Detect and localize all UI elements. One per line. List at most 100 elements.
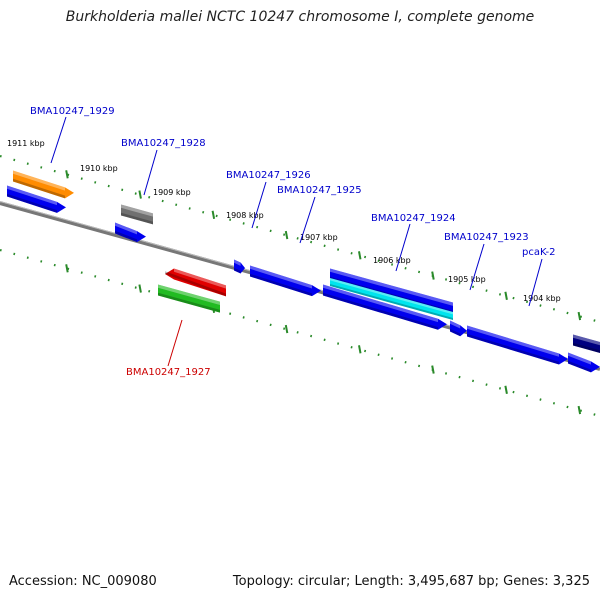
lower-dotted-line <box>0 248 600 418</box>
feature-bma10247-1923-shadow <box>467 333 559 365</box>
upper-tick-mark <box>577 311 582 321</box>
kbp-tick-label: 1904 kbp <box>523 294 561 303</box>
leader-line-bma10247-1924 <box>395 223 411 272</box>
kbp-tick-label: 1908 kbp <box>226 211 264 220</box>
feature-pcak-2[interactable] <box>573 334 600 353</box>
kbp-tick-label: 1909 kbp <box>153 188 191 197</box>
feature-cds-1928-shape <box>115 222 146 243</box>
feature-cds-pcak-highlight <box>568 352 591 365</box>
feature-cds-pcak[interactable] <box>568 352 600 373</box>
kbp-tick-label: 1906 kbp <box>373 256 411 265</box>
feature-cds-1924-shadow <box>323 292 438 330</box>
leader-line-bma10247-1929 <box>50 116 67 164</box>
gene-labels: BMA10247_1929 BMA10247_1928 BMA10247_1927 B… <box>30 106 555 378</box>
feature-cds-1923-highlight <box>450 320 461 329</box>
dotted-guide-lines <box>0 154 600 418</box>
gene-label-bma10247-1928[interactable]: BMA10247_1928 <box>121 138 206 149</box>
lower-tick-mark <box>65 264 69 273</box>
gene-label-bma10247-1925[interactable]: BMA10247_1925 <box>277 185 362 196</box>
feature-bma10247-1926[interactable] <box>234 259 245 274</box>
feature-bma10247-1923-highlight <box>467 325 559 357</box>
feature-cds-1925-shape <box>250 265 321 297</box>
feature-cds-1925-highlight <box>250 265 312 289</box>
upper-tick-mark <box>504 291 508 301</box>
lower-tick-mark <box>504 385 508 395</box>
upper-tick-mark <box>431 271 435 280</box>
gene-label-bma10247-1927[interactable]: BMA10247_1927 <box>126 367 211 378</box>
feature-bma10247-1924-shadow <box>330 284 453 321</box>
feature-bma10247-1926-shape <box>234 259 245 274</box>
kbp-tick-label: 1905 kbp <box>448 275 486 284</box>
feature-bma10247-1923[interactable] <box>467 325 568 365</box>
lower-tick-mark <box>138 284 142 293</box>
feature-cds-1928-highlight <box>115 222 137 235</box>
gene-features <box>7 170 600 373</box>
feature-cds-1929[interactable] <box>7 185 66 213</box>
feature-bma10247-1929-highlight <box>13 170 65 191</box>
feature-pcak-2-shadow <box>573 342 600 353</box>
accession-label: Accession: NC_009080 <box>9 574 157 589</box>
feature-bma10247-1924-shape <box>330 278 453 321</box>
leader-line-bma10247-1925 <box>299 196 316 244</box>
feature-bma10247-1926-shadow <box>234 267 241 274</box>
feature-pcak-2-highlight <box>573 334 600 346</box>
feature-bma10247-1928-shape <box>121 204 153 225</box>
feature-bma10247-1924-highlight <box>330 278 453 315</box>
feature-bma10247-1924[interactable] <box>330 278 453 321</box>
leader-line-bma10247-1928 <box>143 149 158 196</box>
feature-cds-1924[interactable] <box>323 284 447 330</box>
gene-label-bma10247-1923[interactable]: BMA10247_1923 <box>444 232 529 243</box>
lower-tick-mark <box>358 345 362 354</box>
gene-label-bma10247-1924[interactable]: BMA10247_1924 <box>371 213 456 224</box>
feature-bma10247-1929-shape <box>13 170 74 199</box>
feature-cds-1929-shadow <box>7 193 57 213</box>
feature-bma10247-1925-top-shape <box>330 268 453 314</box>
feature-bma10247-1928-highlight <box>121 204 153 217</box>
feature-bma10247-1928-shadow <box>121 212 153 225</box>
feature-bma10247-1927-shape <box>165 268 226 297</box>
feature-cds-1925-shadow <box>250 273 312 297</box>
feature-bma10247-1929-shadow <box>13 178 65 199</box>
feature-cds-pcak-shadow <box>568 360 591 373</box>
genome-summary: Topology: circular; Length: 3,495,687 bp… <box>232 574 590 589</box>
kbp-tick-label: 1907 kbp <box>300 233 338 242</box>
gene-label-bma10247-1929[interactable]: BMA10247_1929 <box>30 106 115 117</box>
feature-cds-1927-shape <box>158 284 220 313</box>
kbp-tick-label: 1911 kbp <box>7 139 45 148</box>
feature-cds-1928-shadow <box>115 230 137 243</box>
lower-tick-mark <box>431 365 435 374</box>
leader-line-pcak-2 <box>528 258 543 307</box>
upper-tick-mark <box>138 190 142 199</box>
feature-cds-1923[interactable] <box>450 320 467 337</box>
leader-line-bma10247-1927 <box>167 319 183 367</box>
feature-cds-1927[interactable] <box>158 284 220 313</box>
feature-cds-1924-shape <box>323 284 447 330</box>
upper-tick-mark <box>65 170 69 179</box>
upper-tick-mark <box>211 210 216 220</box>
kbp-tick-label: 1910 kbp <box>80 164 118 173</box>
leader-line-bma10247-1923 <box>469 243 485 291</box>
gene-label-pcak-2[interactable]: pcaK-2 <box>522 247 555 258</box>
feature-bma10247-1926-highlight <box>234 259 241 266</box>
upper-tick-mark <box>284 230 289 240</box>
feature-cds-pcak-shape <box>568 352 600 373</box>
map-title: Burkholderia mallei NCTC 10247 chromosom… <box>65 9 535 25</box>
lower-tick-mark <box>284 324 289 334</box>
feature-cds-1929-shape <box>7 185 66 213</box>
feature-bma10247-1927[interactable] <box>165 268 226 297</box>
feature-bma10247-1928[interactable] <box>121 204 153 225</box>
feature-cds-1928[interactable] <box>115 222 146 243</box>
feature-cds-1927-highlight <box>158 284 220 305</box>
feature-bma10247-1923-shape <box>467 325 568 365</box>
feature-bma10247-1927-shadow <box>165 271 226 297</box>
gene-label-bma10247-1926[interactable]: BMA10247_1926 <box>226 170 311 181</box>
feature-pcak-2-shape <box>573 334 600 353</box>
lower-tick-mark <box>577 405 582 415</box>
upper-tick-mark <box>358 251 362 260</box>
feature-cds-1927-shadow <box>158 292 220 313</box>
feature-cds-1929-highlight <box>7 185 57 206</box>
kbp-ticks: 1911 kbp 1910 kbp 1909 kbp 1908 kbp 1907 kbp… <box>7 139 582 415</box>
feature-cds-1925[interactable] <box>250 265 321 297</box>
feature-bma10247-1929[interactable] <box>13 170 74 199</box>
